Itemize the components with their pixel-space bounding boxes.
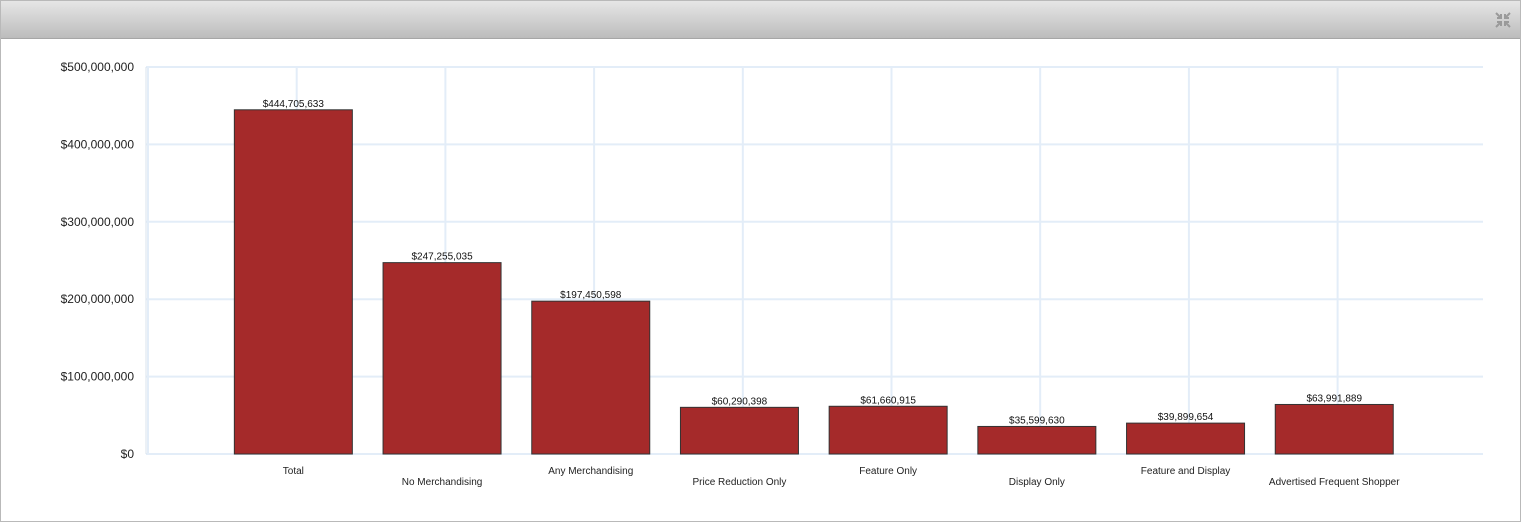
y-tick-label: $300,000,000 xyxy=(61,215,135,229)
x-tick-label: Advertised Frequent Shopper xyxy=(1269,477,1400,488)
y-tick-label: $200,000,000 xyxy=(61,292,135,306)
data-label: $61,660,915 xyxy=(860,395,916,406)
data-label: $247,255,035 xyxy=(411,252,473,263)
bar xyxy=(1126,422,1246,455)
x-tick-label: Total xyxy=(283,466,304,477)
data-label: $39,899,654 xyxy=(1158,412,1214,423)
y-tick-label: $0 xyxy=(121,447,135,461)
data-label: $444,705,633 xyxy=(263,99,325,110)
x-tick-label: Feature Only xyxy=(859,466,917,477)
bar xyxy=(382,262,502,455)
y-tick-label: $500,000,000 xyxy=(61,60,135,74)
data-label: $197,450,598 xyxy=(560,290,622,301)
x-tick-label: Display Only xyxy=(1009,477,1065,488)
bar xyxy=(233,109,353,455)
bar xyxy=(1274,403,1394,455)
bar xyxy=(828,405,948,455)
bar xyxy=(531,300,651,455)
x-tick-label: Any Merchandising xyxy=(548,466,633,477)
collapse-arrows-icon[interactable] xyxy=(1495,12,1511,28)
bar xyxy=(679,406,799,455)
x-tick-label: Price Reduction Only xyxy=(692,477,786,488)
data-label: $35,599,630 xyxy=(1009,415,1065,426)
x-tick-label: Feature and Display xyxy=(1141,466,1231,477)
bar xyxy=(977,425,1097,455)
data-label: $60,290,398 xyxy=(712,396,768,407)
panel-title-bar xyxy=(1,1,1520,39)
y-tick-label: $400,000,000 xyxy=(61,137,135,151)
data-label: $63,991,889 xyxy=(1306,393,1362,404)
bar-chart: $0 $100,000,000 $200,000,000 $300,000,000 $4… xyxy=(61,60,1483,488)
y-tick-label: $100,000,000 xyxy=(61,370,135,384)
x-tick-label: No Merchandising xyxy=(402,477,483,488)
